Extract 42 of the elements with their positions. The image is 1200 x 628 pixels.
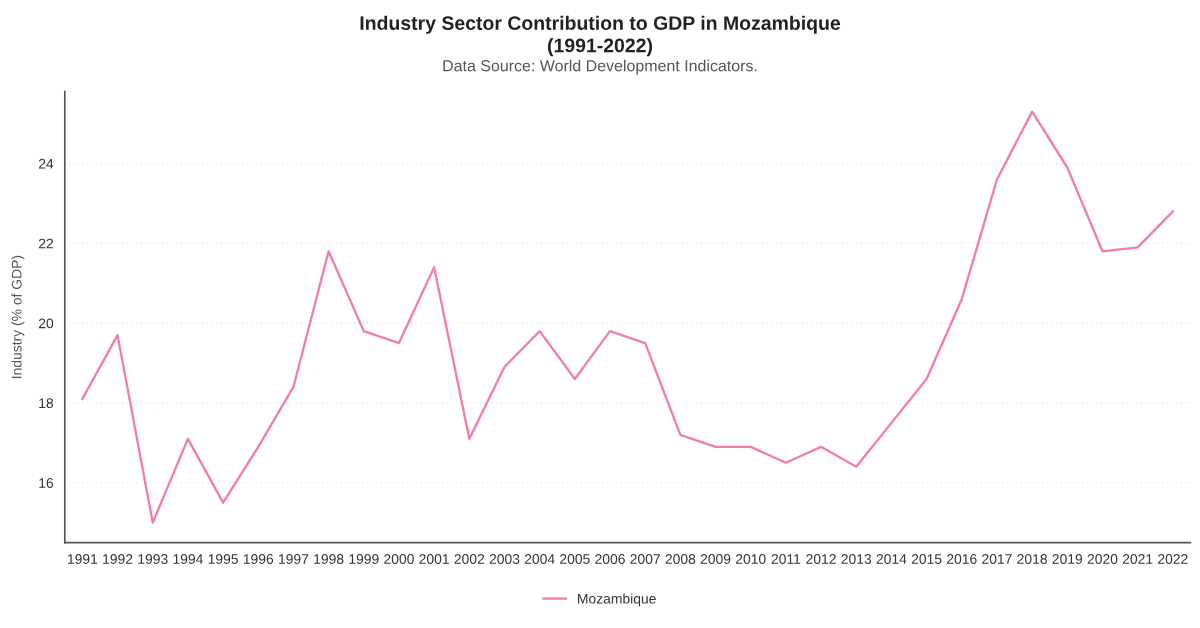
x-tick-label: 1997 bbox=[279, 554, 309, 564]
x-tick-label: 2011 bbox=[771, 554, 801, 564]
x-tick-label: 2017 bbox=[982, 554, 1012, 564]
x-tick-label: 2000 bbox=[384, 554, 414, 564]
x-tick-label: 2022 bbox=[1158, 554, 1188, 564]
x-tick-label: 2015 bbox=[911, 554, 942, 564]
x-tick-label: 2009 bbox=[700, 554, 731, 564]
x-tick-label: 2001 bbox=[419, 554, 449, 564]
x-tick-label: 2012 bbox=[806, 554, 836, 564]
x-tick-label: 2007 bbox=[630, 554, 660, 564]
y-axis-title: Industry (% of GDP) bbox=[11, 255, 25, 378]
x-tick-label: 2006 bbox=[595, 554, 625, 564]
y-tick-label: 20 bbox=[38, 318, 54, 329]
chart-subtitle: Data Source: World Development Indicators. bbox=[443, 59, 757, 75]
y-tick-label: 22 bbox=[38, 238, 53, 249]
line-series bbox=[81, 110, 1174, 524]
x-tick-label: 2018 bbox=[1017, 554, 1047, 564]
chart-title: Industry Sector Contribution to GDP in Mozambique (1991-2022) bbox=[360, 15, 841, 57]
x-tick-label: 2003 bbox=[489, 554, 520, 564]
y-tick-label: 16 bbox=[39, 478, 54, 488]
x-tick-label: 2013 bbox=[841, 554, 872, 564]
x-tick-label: 1999 bbox=[349, 554, 379, 564]
y-tick-label: 18 bbox=[39, 398, 54, 409]
x-tick-label: 1998 bbox=[314, 554, 344, 564]
x-tick-label: 2020 bbox=[1087, 554, 1118, 564]
legend-label: Mozambique bbox=[578, 593, 656, 607]
x-tick-label: 1991 bbox=[68, 554, 98, 564]
x-tick-label: 1994 bbox=[173, 554, 203, 564]
x-tick-label: 2008 bbox=[665, 554, 696, 564]
x-tick-label: 2019 bbox=[1052, 554, 1083, 564]
x-tick-label: 2014 bbox=[876, 554, 907, 564]
x-tick-label: 2021 bbox=[1122, 554, 1153, 564]
x-tick-label: 1992 bbox=[103, 554, 133, 564]
x-tick-label: 2010 bbox=[735, 554, 766, 564]
x-tick-label: 1993 bbox=[138, 554, 168, 564]
x-tick-label: 2004 bbox=[524, 554, 555, 564]
x-tick-label: 1995 bbox=[208, 554, 238, 564]
x-tick-label: 1996 bbox=[243, 554, 274, 564]
x-tick-label: 2005 bbox=[560, 554, 590, 564]
x-tick-label: 2016 bbox=[947, 554, 977, 564]
y-tick-label: 24 bbox=[38, 158, 54, 169]
x-tick-label: 2002 bbox=[454, 554, 485, 564]
